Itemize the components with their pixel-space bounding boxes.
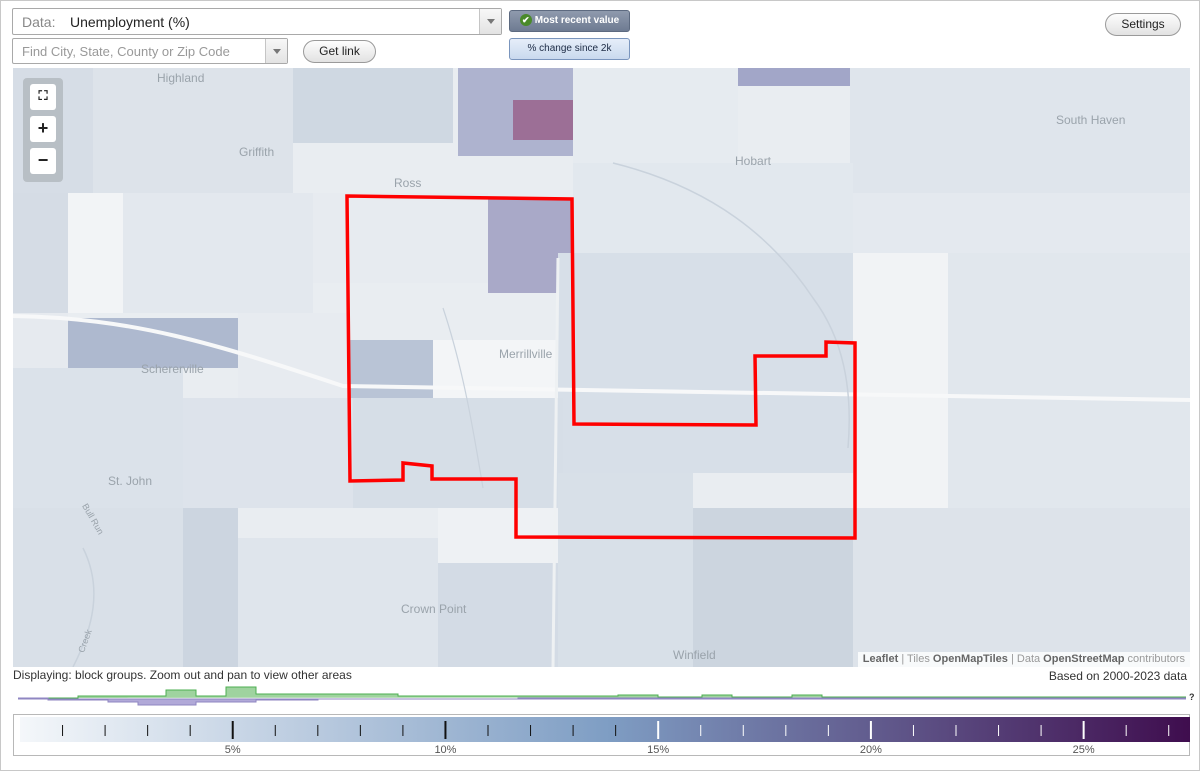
zoom-out-button[interactable]: −: [30, 148, 56, 174]
chevron-down-icon: [487, 19, 495, 24]
attribution-osm-link[interactable]: OpenStreetMap: [1043, 653, 1125, 665]
zoom-controls: ⛶ + −: [23, 78, 63, 182]
pct-change-label: % change since 2k: [527, 43, 612, 54]
value-histogram: [18, 686, 1186, 706]
fullscreen-icon: ⛶: [38, 88, 48, 103]
place-label-schererville: Schererville: [141, 362, 204, 376]
attribution-sep-2: | Data: [1007, 653, 1044, 665]
plus-icon: +: [37, 118, 49, 138]
map-view[interactable]: Highland Griffith Ross Hobart South Have…: [13, 68, 1190, 667]
place-label-south-haven: South Haven: [1056, 113, 1126, 127]
legend-tick-label: 10%: [434, 744, 456, 756]
place-label-ross: Ross: [394, 176, 422, 190]
most-recent-label: Most recent value: [534, 15, 620, 26]
settings-button[interactable]: Settings: [1105, 13, 1181, 36]
data-select-dropdown-button[interactable]: [479, 9, 501, 34]
place-label-crown-point: Crown Point: [401, 602, 467, 616]
search-dropdown-button[interactable]: [265, 39, 287, 63]
legend-tick-label: 15%: [647, 744, 669, 756]
place-label-hobart: Hobart: [735, 154, 772, 168]
legend-tick-label: 25%: [1073, 744, 1095, 756]
attribution-leaflet-link[interactable]: Leaflet: [862, 653, 899, 665]
place-label-highland: Highland: [157, 71, 205, 85]
histogram-help-icon[interactable]: ?: [1189, 692, 1195, 702]
place-label-merrillville: Merrillville: [499, 347, 553, 361]
data-years-status: Based on 2000-2023 data: [1048, 669, 1187, 683]
place-label-winfield: Winfield: [673, 648, 716, 662]
most-recent-value-toggle[interactable]: ✔ Most recent value: [509, 10, 630, 32]
data-select-value: Unemployment (%): [70, 14, 190, 30]
place-label-griffith: Griffith: [239, 145, 275, 159]
data-select[interactable]: Data: Unemployment (%): [12, 8, 502, 35]
pct-change-toggle[interactable]: % change since 2k: [509, 38, 630, 60]
legend-gradient-bar: [20, 717, 1190, 742]
fullscreen-button[interactable]: ⛶: [30, 84, 56, 110]
place-label-st-john: St. John: [108, 474, 153, 488]
attribution-sep-1: | Tiles: [898, 653, 933, 665]
legend-tick-label: 5%: [225, 744, 241, 756]
attribution-contributors: contributors: [1124, 653, 1185, 665]
legend-scale: 5% 10% 15% 20% 25%: [20, 717, 1190, 756]
map-canvas[interactable]: [13, 68, 1190, 667]
legend-tick-label: 20%: [860, 744, 882, 756]
search-placeholder: Find City, State, County or Zip Code: [22, 44, 230, 59]
selected-region-outline: [345, 194, 857, 540]
zoom-in-button[interactable]: +: [30, 116, 56, 142]
location-search-input[interactable]: Find City, State, County or Zip Code: [12, 38, 288, 64]
chevron-down-icon: [273, 49, 281, 54]
color-legend: 5% 10% 15% 20% 25%: [13, 714, 1190, 756]
minus-icon: −: [37, 150, 49, 170]
get-link-button[interactable]: Get link: [303, 40, 376, 63]
attribution-tiles-link[interactable]: OpenMapTiles: [932, 653, 1008, 665]
check-icon: ✔: [519, 14, 532, 27]
displaying-status: Displaying: block groups. Zoom out and p…: [13, 668, 352, 682]
data-select-label: Data:: [22, 14, 56, 30]
map-attribution: Leaflet | Tiles OpenMapTiles | Data Open…: [857, 652, 1190, 667]
